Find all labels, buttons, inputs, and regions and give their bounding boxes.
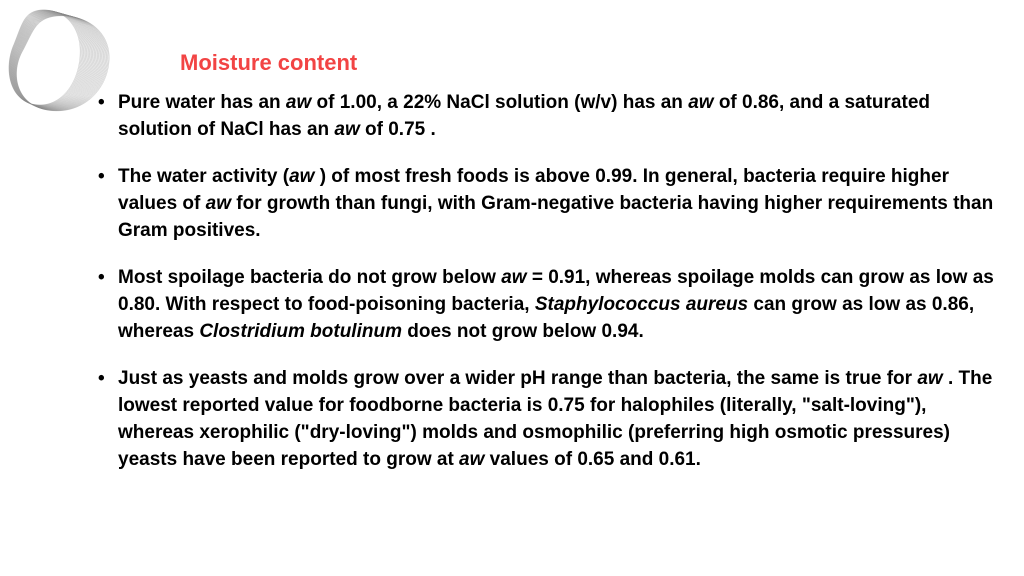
- bullet-item: Most spoilage bacteria do not grow below…: [90, 265, 994, 346]
- italic-text: aw: [501, 267, 532, 288]
- bullet-item: Just as yeasts and molds grow over a wid…: [90, 366, 994, 474]
- body-text: for growth than fungi, with Gram-negativ…: [118, 193, 993, 241]
- bullet-item: Pure water has an aw of 1.00, a 22% NaCl…: [90, 90, 994, 144]
- italic-text: aw: [459, 449, 490, 470]
- body-text: values of 0.65 and 0.61.: [490, 449, 701, 470]
- italic-text: Staphylococcus aureus: [535, 294, 754, 315]
- italic-text: Clostridium botulinum: [199, 321, 407, 342]
- bullet-list: Pure water has an aw of 1.00, a 22% NaCl…: [90, 90, 994, 474]
- slide-title: Moisture content: [180, 50, 994, 76]
- body-text: Pure water has an: [118, 92, 286, 113]
- body-text: The water activity (: [118, 166, 289, 187]
- body-text: Most spoilage bacteria do not grow below: [118, 267, 501, 288]
- italic-text: aw: [286, 92, 317, 113]
- slide-content: Moisture content Pure water has an aw of…: [0, 0, 1024, 524]
- body-text: does not grow below 0.94.: [407, 321, 643, 342]
- italic-text: aw: [688, 92, 719, 113]
- italic-text: aw: [289, 166, 320, 187]
- body-text: of 0.75 .: [365, 119, 436, 140]
- bullet-item: The water activity (aw ) of most fresh f…: [90, 164, 994, 245]
- italic-text: aw: [206, 193, 237, 214]
- body-text: of 1.00, a 22% NaCl solution (w/v) has a…: [317, 92, 689, 113]
- italic-text: aw: [334, 119, 365, 140]
- body-text: Just as yeasts and molds grow over a wid…: [118, 368, 917, 389]
- italic-text: aw: [917, 368, 948, 389]
